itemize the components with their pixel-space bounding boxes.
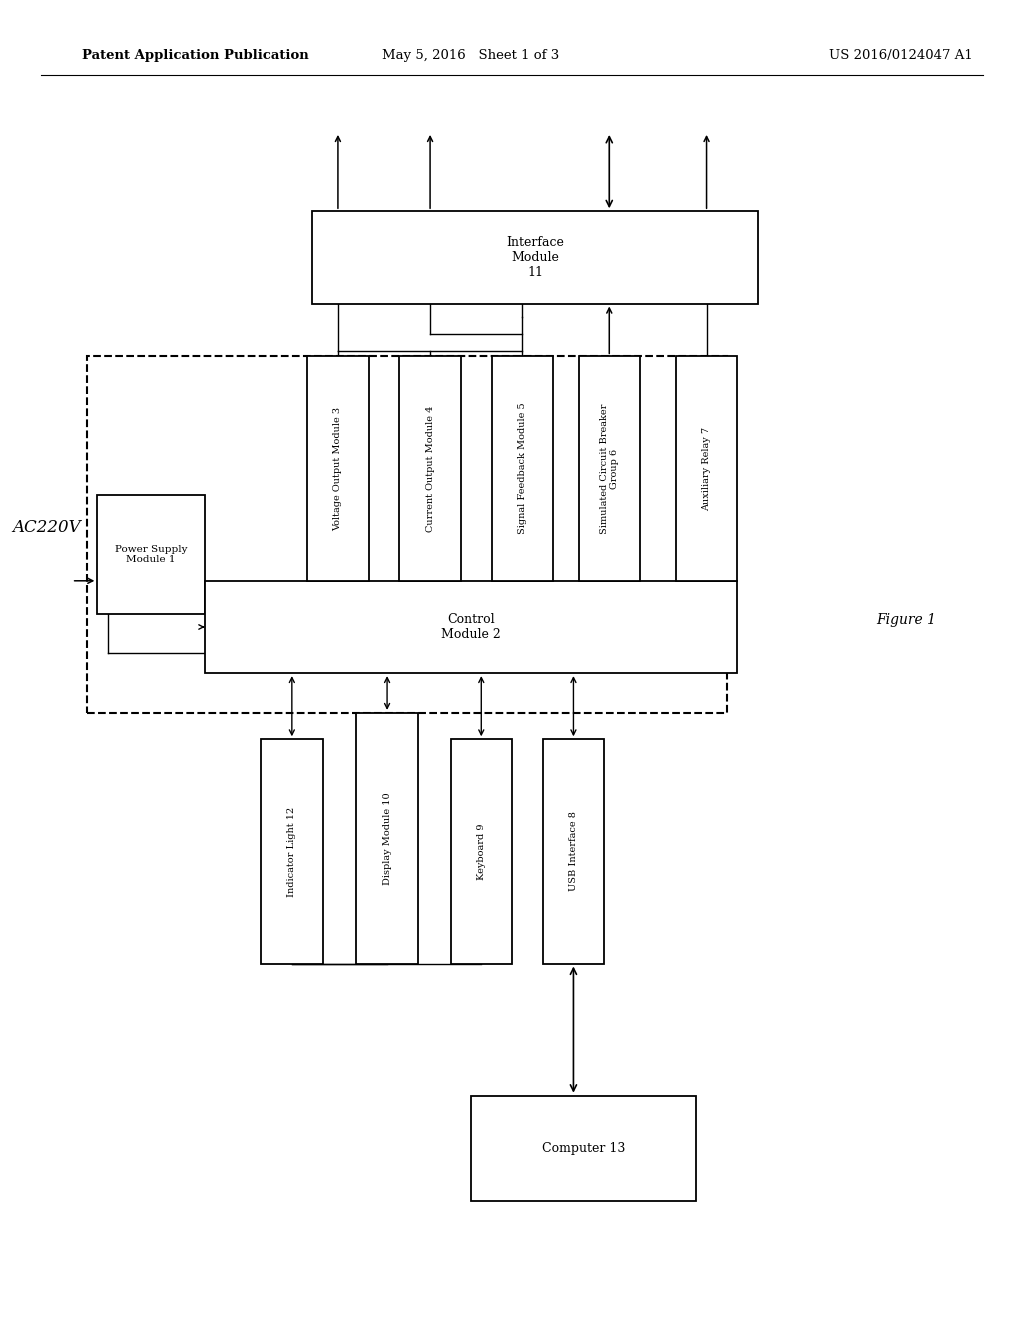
Bar: [307, 356, 369, 581]
Bar: [492, 356, 553, 581]
Bar: [97, 495, 205, 614]
Text: Keyboard 9: Keyboard 9: [477, 824, 485, 879]
Text: US 2016/0124047 A1: US 2016/0124047 A1: [829, 49, 973, 62]
Bar: [356, 713, 418, 964]
Bar: [676, 356, 737, 581]
Bar: [543, 739, 604, 964]
Text: Patent Application Publication: Patent Application Publication: [82, 49, 308, 62]
Text: Computer 13: Computer 13: [542, 1142, 626, 1155]
Text: Control
Module 2: Control Module 2: [441, 612, 501, 642]
Text: USB Interface 8: USB Interface 8: [569, 812, 578, 891]
Text: Voltage Output Module 3: Voltage Output Module 3: [334, 407, 342, 531]
Bar: [261, 739, 323, 964]
Text: Figure 1: Figure 1: [877, 614, 936, 627]
Bar: [579, 356, 640, 581]
Text: Auxiliary Relay 7: Auxiliary Relay 7: [702, 426, 711, 511]
Text: Signal Feedback Module 5: Signal Feedback Module 5: [518, 403, 526, 535]
Text: Power Supply
Module 1: Power Supply Module 1: [115, 545, 187, 564]
Bar: [312, 211, 758, 304]
Text: Interface
Module
11: Interface Module 11: [506, 236, 564, 279]
Bar: [471, 1096, 696, 1201]
Bar: [87, 356, 727, 713]
Text: Indicator Light 12: Indicator Light 12: [288, 807, 296, 896]
Bar: [451, 739, 512, 964]
Text: Current Output Module 4: Current Output Module 4: [426, 405, 434, 532]
Text: Display Module 10: Display Module 10: [383, 792, 391, 884]
Text: AC220V: AC220V: [11, 520, 81, 536]
Text: Simulated Circuit Breaker
Group 6: Simulated Circuit Breaker Group 6: [600, 404, 618, 533]
Bar: [205, 581, 737, 673]
Text: May 5, 2016   Sheet 1 of 3: May 5, 2016 Sheet 1 of 3: [382, 49, 560, 62]
Bar: [399, 356, 461, 581]
